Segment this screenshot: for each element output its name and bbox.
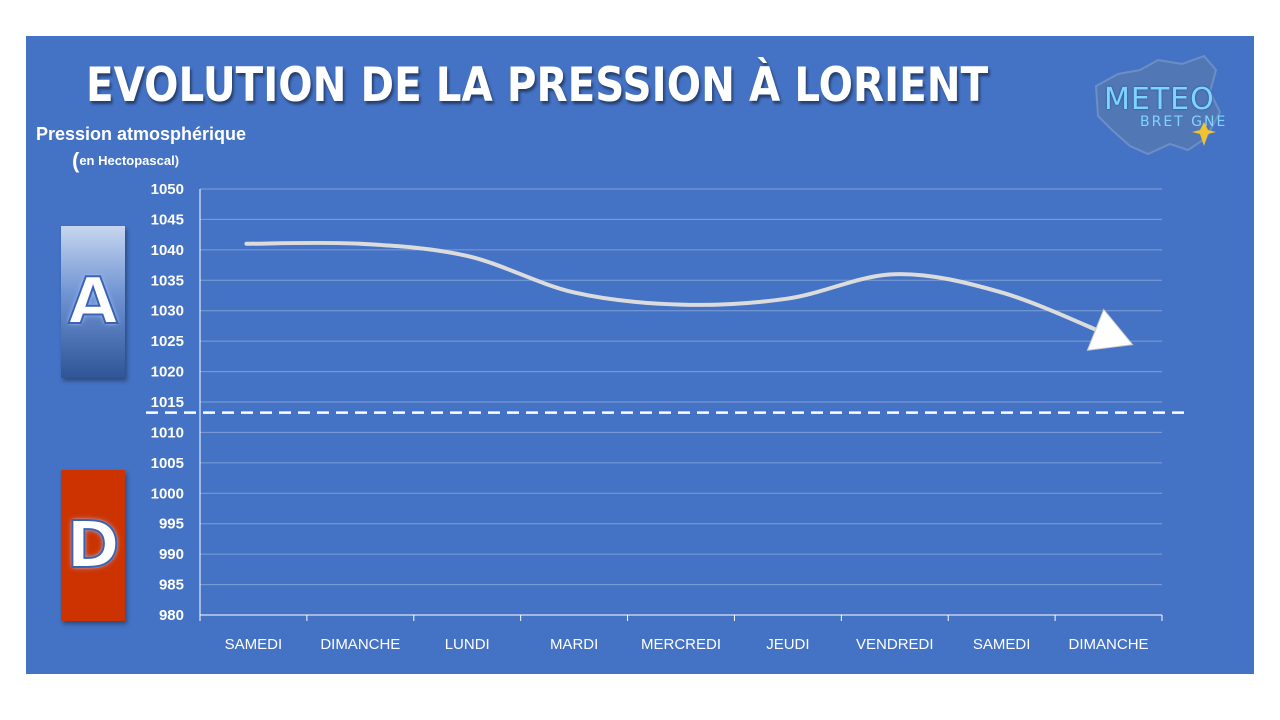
x-tick-label: VENDREDI xyxy=(856,636,934,653)
pressure-chart: 1050 1045 1040 1035 1030 1025 1020 1015 1010 1005… xyxy=(146,181,1188,653)
y-tick-label: 980 xyxy=(159,607,184,624)
depression-letter: D xyxy=(65,508,120,584)
grid xyxy=(199,188,1163,621)
anticyclone-letter: A xyxy=(67,264,119,340)
y-tick-label: 1005 xyxy=(151,455,184,472)
y-tick-label: 1050 xyxy=(151,181,184,198)
y-tick-label: 985 xyxy=(159,577,184,594)
x-tick-label: SAMEDI xyxy=(225,636,283,653)
anticyclone-badge: A xyxy=(61,226,125,378)
meteo-bretagne-logo xyxy=(1094,54,1222,156)
x-tick-label: DIMANCHE xyxy=(1069,636,1149,653)
y-tick-label: 1020 xyxy=(151,364,184,381)
x-tick-labels: SAMEDI DIMANCHE LUNDI MARDI MERCREDI JEUDI VEN… xyxy=(225,636,1149,653)
x-tick-label: LUNDI xyxy=(445,636,490,653)
y-tick-label: 1000 xyxy=(151,485,184,502)
chart-panel: EVOLUTION DE LA PRESSION À LORIENT Press… xyxy=(26,36,1254,674)
y-axis-unit-paren: ( xyxy=(72,148,80,173)
y-axis-label: Pression atmosphérique xyxy=(36,124,247,144)
logo-line1: METEO xyxy=(1104,82,1215,117)
y-tick-label: 1030 xyxy=(151,303,184,320)
y-tick-label: 1010 xyxy=(151,424,184,441)
x-tick-label: JEUDI xyxy=(766,636,809,653)
pressure-line xyxy=(244,240,1111,338)
y-axis-unit: (en Hectopascal) xyxy=(72,148,179,174)
y-tick-label: 990 xyxy=(159,546,184,563)
x-tick-label: DIMANCHE xyxy=(320,636,400,653)
y-tick-label: 995 xyxy=(159,516,184,533)
y-tick-label: 1015 xyxy=(151,394,184,411)
depression-badge: D xyxy=(61,470,125,621)
pressure-series xyxy=(146,240,1188,414)
x-tick-label: MERCREDI xyxy=(641,636,721,653)
x-tick-label: SAMEDI xyxy=(973,636,1031,653)
y-axis-unit-text: en Hectopascal) xyxy=(79,153,180,168)
chart-title: EVOLUTION DE LA PRESSION À LORIENT xyxy=(86,58,989,113)
y-tick-label: 1040 xyxy=(151,242,184,259)
trend-arrowhead xyxy=(1086,308,1134,351)
y-tick-label: 1025 xyxy=(151,333,184,350)
logo-line2: BRET GNE xyxy=(1140,114,1228,130)
y-tick-label: 1035 xyxy=(151,272,184,289)
y-tick-labels: 1050 1045 1040 1035 1030 1025 1020 1015 1010 1005… xyxy=(151,181,184,624)
y-tick-label: 1045 xyxy=(151,211,184,228)
x-tick-label: MARDI xyxy=(550,636,598,653)
